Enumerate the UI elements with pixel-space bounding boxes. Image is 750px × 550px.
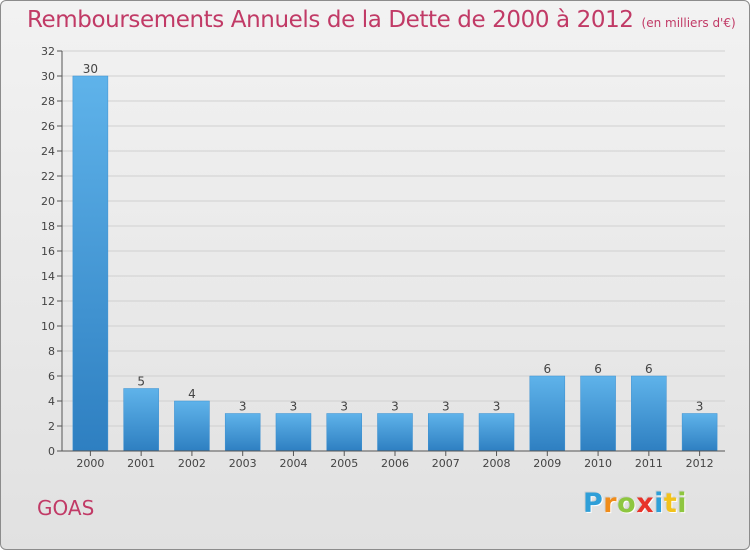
- x-tick-label: 2008: [483, 457, 511, 470]
- place-name: GOAS: [37, 496, 95, 520]
- y-tick-label: 6: [48, 370, 55, 383]
- x-tick-label: 2001: [127, 457, 155, 470]
- bar: [377, 413, 413, 452]
- x-tick-label: 2009: [533, 457, 561, 470]
- y-tick-label: 8: [48, 345, 55, 358]
- bar-value-label: 30: [83, 62, 98, 76]
- logo-letter: i: [677, 488, 688, 519]
- bar: [529, 375, 566, 452]
- x-tick-label: 2005: [330, 457, 358, 470]
- bar: [580, 375, 616, 452]
- bar-value-label: 5: [137, 375, 145, 389]
- y-tick-label: 12: [41, 295, 55, 308]
- x-tick-label: 2003: [229, 457, 257, 470]
- x-tick-label: 2000: [76, 457, 104, 470]
- bar: [72, 75, 109, 452]
- y-tick-label: 4: [48, 395, 55, 408]
- chart-title: Remboursements Annuels de la Dette de 20…: [27, 7, 736, 33]
- bar: [123, 388, 159, 452]
- y-tick-label: 30: [41, 70, 55, 83]
- bar-value-label: 6: [645, 362, 653, 376]
- bar-value-label: 3: [696, 400, 704, 414]
- y-tick-label: 16: [41, 245, 55, 258]
- bar: [174, 400, 210, 452]
- x-tick-label: 2010: [584, 457, 612, 470]
- y-tick-label: 14: [41, 270, 55, 283]
- y-tick-label: 18: [41, 220, 55, 233]
- bar: [478, 413, 515, 452]
- bars: 30 5 4 3 3 3 3 3 3 6 6 6 3: [72, 62, 718, 452]
- bar: [631, 375, 667, 452]
- y-tick-label: 24: [41, 145, 55, 158]
- y-tick-label: 0: [48, 445, 55, 458]
- bar-value-label: 6: [543, 362, 551, 376]
- y-tick-label: 2: [48, 420, 55, 433]
- x-tick-label: 2006: [381, 457, 409, 470]
- logo-letter: o: [617, 488, 637, 519]
- logo-letter: t: [663, 488, 678, 519]
- y-tick-label: 32: [41, 45, 55, 58]
- x-tick-label: 2004: [279, 457, 307, 470]
- logo-letter: x: [636, 488, 655, 519]
- chart-title-text: Remboursements Annuels de la Dette de 20…: [27, 7, 634, 33]
- bar: [224, 413, 261, 452]
- x-tick-label: 2007: [432, 457, 460, 470]
- logo-letter: r: [603, 488, 618, 519]
- y-tick-label: 10: [41, 320, 55, 333]
- bar-value-label: 3: [340, 400, 348, 414]
- chart-subtitle: (en milliers d'€): [641, 16, 736, 30]
- bar-value-label: 3: [391, 400, 399, 414]
- proxiti-logo[interactable]: Proxiti: [583, 488, 687, 519]
- y-tick-label: 22: [41, 170, 55, 183]
- x-tick-label: 2002: [178, 457, 206, 470]
- grid-lines: [62, 50, 725, 452]
- bar: [428, 413, 464, 452]
- y-tick-label: 26: [41, 120, 55, 133]
- bar-value-label: 3: [290, 400, 298, 414]
- bar-value-label: 3: [442, 400, 450, 414]
- bar-value-label: 4: [188, 387, 196, 401]
- bar: [326, 413, 362, 452]
- bar: [275, 413, 312, 452]
- y-tick-label: 28: [41, 95, 55, 108]
- bar-value-label: 6: [594, 362, 602, 376]
- bar-value-label: 3: [239, 400, 247, 414]
- x-tick-label: 2012: [686, 457, 714, 470]
- y-tick-label: 20: [41, 195, 55, 208]
- bar-value-label: 3: [493, 400, 501, 414]
- logo-letter: P: [583, 488, 604, 519]
- bar: [681, 413, 718, 452]
- x-tick-label: 2011: [635, 457, 663, 470]
- logo-letter: i: [654, 488, 664, 519]
